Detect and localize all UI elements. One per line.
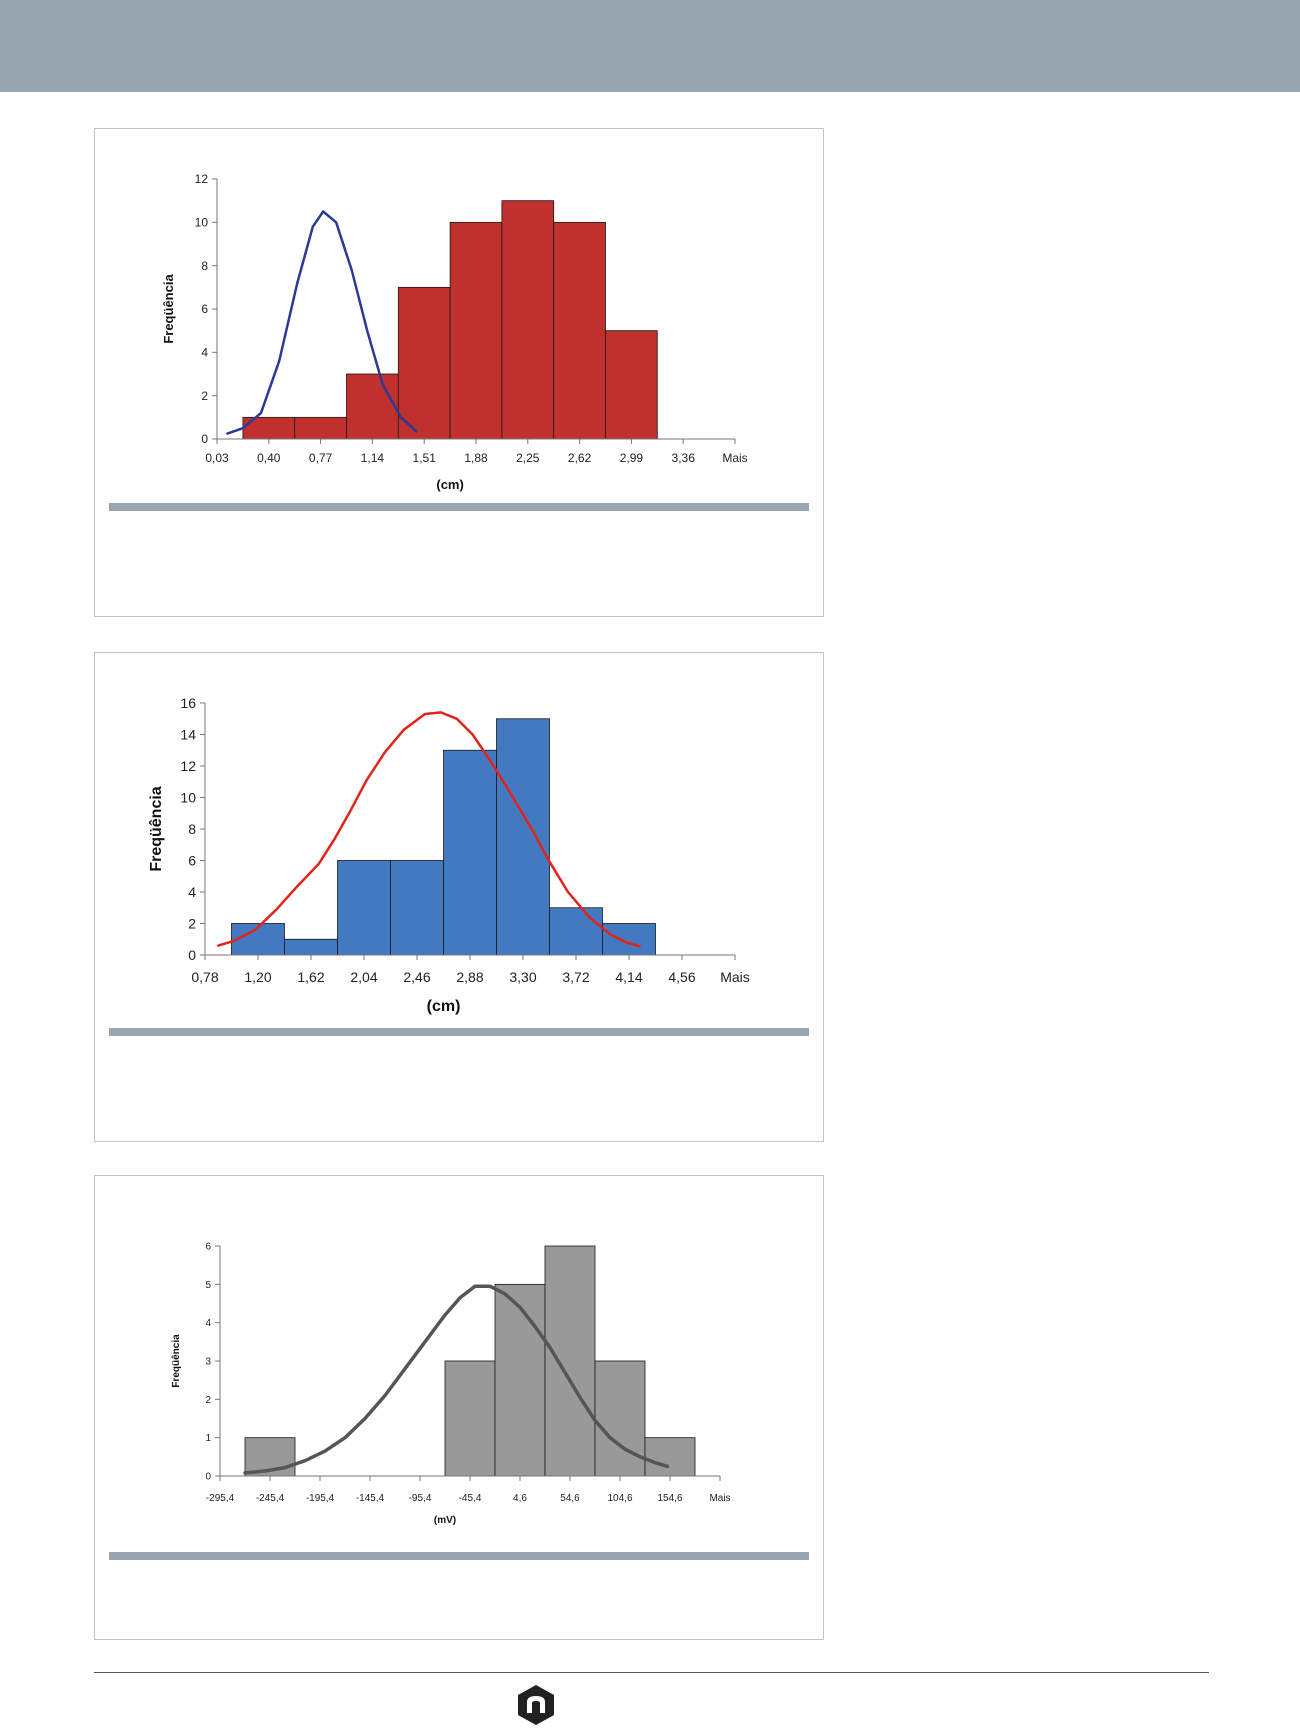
x-tick-label: 154,6 [657,1493,682,1504]
y-axis-title: Freqüência [161,274,176,344]
histogram-bar [501,200,555,440]
histogram-chart-3: 0 1 2 3 4 5 6 -295,4 -245,4 -195,4 -145,4 -95,4 -45,… [171,1242,731,1527]
x-tick-label: 54,6 [560,1493,580,1504]
x-tick-label: 2,25 [516,451,540,465]
x-tick-label: 4,6 [513,1493,527,1504]
x-tick-label: 2,62 [568,451,592,465]
footer-rule [94,1672,1209,1673]
y-tick-label: 6 [201,302,208,316]
header-band [0,0,1300,92]
x-tick-label: 1,14 [361,451,385,465]
y-tick-label: 14 [180,726,196,742]
x-tick-label: -45,4 [459,1493,482,1504]
histogram-bar [443,749,497,956]
x-axis-title: (mV) [434,1515,456,1526]
normal-curve [226,210,418,435]
histogram-bar [549,907,603,956]
x-axis-title: (cm) [436,477,463,492]
x-tick-label: -195,4 [306,1493,335,1504]
x-tick-label: 1,20 [244,969,271,985]
x-tick-label: Mais [722,451,747,465]
publisher-logo [518,1685,554,1725]
histogram-bar [337,860,391,956]
x-tick-label: 3,30 [509,969,536,985]
histogram-bar [397,286,451,440]
y-tick-label: 12 [180,758,196,774]
x-tick-label: 1,51 [413,451,437,465]
y-tick-label: 2 [205,1395,211,1406]
caption-bar-2 [109,1028,809,1036]
y-tick-label: 0 [188,947,196,963]
histogram-bar [294,416,347,440]
x-tick-label: -295,4 [206,1493,235,1504]
y-tick-label: 2 [188,915,196,931]
figure-box-2: 0 2 4 6 8 10 12 14 16 0,78 1,20 1,62 2,04 2,46 2,88 3,3… [94,652,824,1142]
histogram-bar [284,938,338,956]
x-tick-label: 2,88 [456,969,483,985]
x-tick-label: 3,36 [672,451,696,465]
histogram-bar [444,1360,496,1477]
caption-bar-1 [109,503,809,511]
y-tick-label: 3 [205,1357,211,1368]
x-tick-label: 2,04 [350,969,377,985]
y-tick-label: 4 [188,884,196,900]
y-tick-label: 6 [205,1242,211,1253]
y-tick-label: 4 [205,1318,211,1329]
y-axis-title: Freqüência [148,786,165,871]
y-tick-label: 0 [201,432,208,446]
x-tick-label: 0,77 [309,451,333,465]
histogram-bar [496,718,550,956]
x-tick-label: 0,78 [191,969,218,985]
histogram-bar [544,1245,596,1477]
x-tick-label: 0,40 [257,451,281,465]
y-tick-label: 10 [195,216,209,230]
histogram-bar [346,373,399,440]
x-tick-label: -145,4 [356,1493,385,1504]
normal-curve [217,711,641,948]
x-tick-label: 3,72 [562,969,589,985]
x-tick-label: 2,99 [620,451,644,465]
y-tick-label: 16 [180,695,196,711]
histogram-chart-1: 0 2 4 6 8 10 12 0,03 0,40 0,77 1,14 1,51 1,88 2,25 2,6… [161,172,748,492]
figure-box-1: 0 2 4 6 8 10 12 0,03 0,40 0,77 1,14 1,51 1,88 2,25 2,6… [94,128,824,617]
y-tick-label: 8 [188,821,196,837]
caption-bar-3 [109,1552,809,1560]
y-tick-label: 1 [205,1433,211,1444]
figure-box-3: 0 1 2 3 4 5 6 -295,4 -245,4 -195,4 -145,4 -95,4 -45,… [94,1175,824,1640]
x-tick-label: 104,6 [607,1493,632,1504]
x-tick-label: 4,56 [668,969,695,985]
histogram-bar [594,1360,646,1477]
normal-curve [243,1284,670,1475]
y-tick-label: 12 [195,172,209,186]
y-tick-label: 0 [205,1472,211,1483]
y-tick-label: 2 [201,389,208,403]
x-tick-label: -95,4 [409,1493,432,1504]
y-tick-label: 4 [201,346,208,360]
y-axis-title: Freqüência [171,1334,182,1388]
histogram-bar [553,221,606,440]
x-tick-label: 1,88 [464,451,488,465]
y-tick-label: 10 [180,789,196,805]
histogram-chart-2: 0 2 4 6 8 10 12 14 16 0,78 1,20 1,62 2,04 2,46 2,88 3,3… [148,695,750,1015]
x-tick-label: 1,62 [297,969,324,985]
y-tick-label: 5 [205,1280,211,1291]
x-tick-label: 4,14 [615,969,642,985]
y-tick-label: 6 [188,852,196,868]
y-tick-label: 8 [201,259,208,273]
histogram-bar [602,923,656,956]
histogram-bar [449,221,503,440]
x-tick-label: Mais [709,1493,730,1504]
x-tick-label: Mais [720,969,750,985]
histogram-bar [605,330,658,440]
histogram-bar [390,860,444,956]
x-tick-label: 2,46 [403,969,430,985]
x-tick-label: 0,03 [205,451,229,465]
histogram-bar [644,1437,696,1477]
x-tick-label: -245,4 [256,1493,285,1504]
histogram-bar [494,1283,546,1477]
x-axis-title: (cm) [427,998,461,1015]
